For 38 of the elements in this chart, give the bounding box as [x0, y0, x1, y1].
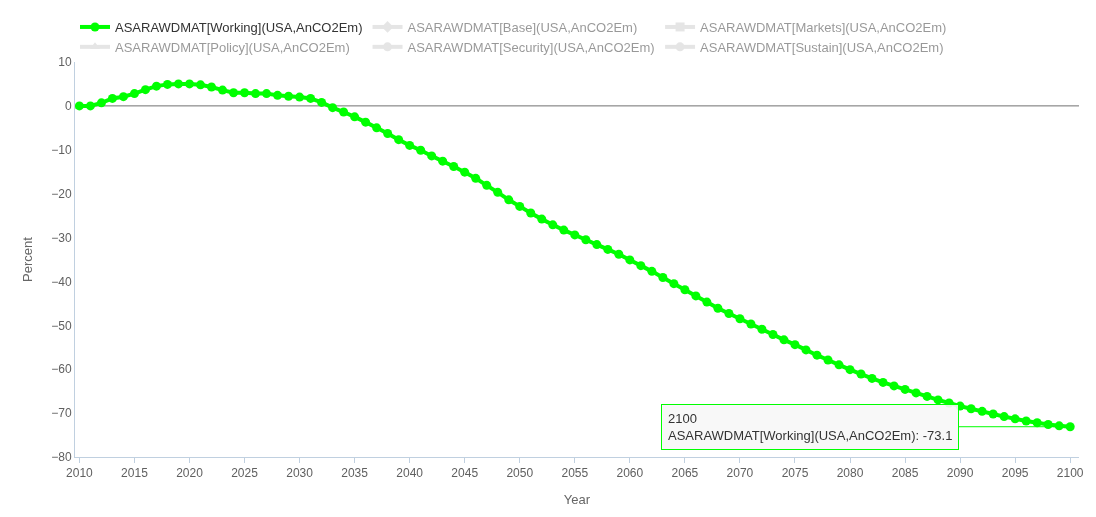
- x-tick-label: 2025: [231, 466, 259, 481]
- x-axis-title: Year: [563, 492, 591, 507]
- x-tick-label: 2065: [671, 466, 699, 481]
- legend-label: ASARAWDMAT[Security](USA,AnCO2Em): [407, 39, 655, 55]
- legend-label: ASARAWDMAT[Policy](USA,AnCO2Em): [115, 39, 350, 55]
- x-tick-label: 2055: [561, 466, 589, 481]
- y-tick-label: −60: [51, 362, 72, 377]
- x-tick-label: 2060: [616, 466, 644, 481]
- y-tick-label: −80: [51, 450, 72, 465]
- x-tick-label: 2080: [836, 466, 864, 481]
- y-tick-label: −10: [51, 142, 72, 157]
- x-tick-label: 2085: [891, 466, 919, 481]
- annotation: 2100 ASARAWDMAT[Working](USA,AnCO2Em): -73.1: [668, 411, 953, 443]
- x-tick-label: 2095: [1001, 466, 1029, 481]
- y-tick-label: −30: [51, 230, 72, 245]
- x-tick-label: 2015: [121, 466, 149, 481]
- x-tick-label: 2075: [781, 466, 809, 481]
- legend-label: ASARAWDMAT[Base](USA,AnCO2Em): [407, 20, 638, 36]
- y-tick-label: −40: [51, 274, 72, 289]
- y-tick-label: 10: [58, 55, 72, 70]
- legend-label: ASARAWDMAT[Markets](USA,AnCO2Em): [700, 20, 947, 36]
- x-tick-label: 2010: [66, 466, 94, 481]
- x-tick-label: 2090: [946, 466, 974, 481]
- y-tick-label: −50: [51, 318, 72, 333]
- x-tick-label: 2020: [176, 466, 204, 481]
- y-tick-label: 0: [64, 99, 72, 114]
- x-tick-label: 2070: [726, 466, 754, 481]
- x-tick-label: 2030: [286, 466, 314, 481]
- y-tick-label: −70: [51, 406, 72, 421]
- y-tick-label: −20: [51, 186, 72, 201]
- legend-label: ASARAWDMAT[Sustain](USA,AnCO2Em): [700, 39, 944, 55]
- x-tick-label: 2035: [341, 466, 369, 481]
- x-tick-label: 2050: [506, 466, 534, 481]
- legend-label: ASARAWDMAT[Working](USA,AnCO2Em): [115, 20, 363, 36]
- x-tick-label: 2100: [1056, 466, 1084, 481]
- x-tick-label: 2040: [396, 466, 424, 481]
- x-tick-label: 2045: [451, 466, 479, 481]
- y-axis-title: Percent: [20, 236, 36, 282]
